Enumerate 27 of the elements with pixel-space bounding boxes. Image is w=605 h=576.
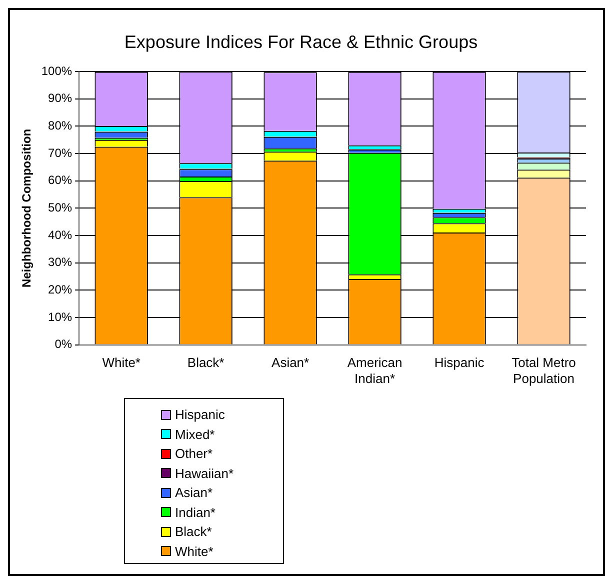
x-tick-label: Asian* — [272, 355, 310, 370]
legend-label: Hispanic — [175, 407, 225, 422]
y-tick-label: 50% — [48, 200, 72, 215]
x-tick-label: Black* — [187, 355, 224, 370]
x-tick-label: American Indian* — [347, 355, 402, 386]
y-tick-label: 100% — [41, 64, 72, 78]
y-tick-label: 30% — [48, 255, 72, 270]
legend-label: Other* — [175, 446, 213, 462]
legend-label: White* — [175, 544, 214, 559]
legend-label: Hawaiian* — [175, 466, 234, 481]
y-tick-label: 40% — [48, 228, 72, 242]
y-tick-label: 20% — [48, 282, 72, 296]
x-tick-label: White* — [102, 355, 140, 370]
legend-label: Black* — [175, 524, 212, 540]
legend-label: Indian* — [175, 504, 216, 520]
x-tick-label: Hispanic — [434, 355, 485, 370]
y-tick-label: 10% — [48, 310, 72, 324]
y-tick-label: 80% — [48, 118, 72, 133]
y-tick-label: 60% — [48, 173, 72, 188]
legend-label: Asian* — [175, 485, 213, 500]
y-axis-title: Neighborhood Composition — [20, 128, 34, 288]
legend-label: Mixed* — [175, 426, 215, 442]
y-tick-label: 0% — [54, 337, 72, 352]
x-tick-label: Total Metro Population — [512, 355, 576, 386]
y-tick-label: 90% — [48, 91, 72, 106]
y-tick-label: 70% — [48, 146, 72, 160]
chart-title: Exposure Indices For Race & Ethnic Groups — [124, 32, 478, 52]
